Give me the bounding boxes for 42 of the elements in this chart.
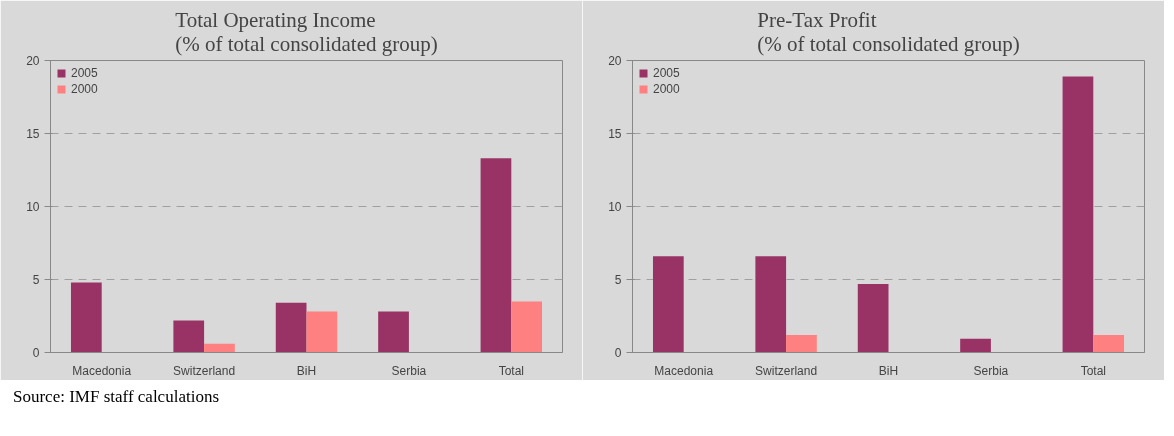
x-tick-label: Total bbox=[1080, 363, 1106, 378]
x-tick-label: Serbia bbox=[973, 363, 1009, 378]
x-tick-label: Serbia bbox=[391, 363, 427, 378]
bar bbox=[755, 256, 787, 353]
legend-label: 2000 bbox=[71, 82, 98, 96]
chart-title: Pre-Tax Profit (% of total consolidated group) bbox=[757, 7, 1020, 56]
x-tick-label: Switzerland bbox=[173, 363, 236, 378]
y-tick-label: 10 bbox=[608, 200, 622, 214]
x-tick-label: BiH bbox=[296, 363, 317, 378]
bar bbox=[480, 158, 512, 353]
x-tick-label: Switzerland bbox=[755, 363, 818, 378]
bar bbox=[960, 338, 991, 353]
x-tick-label: Total bbox=[498, 363, 524, 378]
y-tick-label: 5 bbox=[32, 273, 40, 287]
legend-label: 2005 bbox=[71, 66, 98, 80]
bar bbox=[70, 282, 102, 353]
bar bbox=[1093, 334, 1125, 353]
bar bbox=[378, 311, 409, 353]
x-tick-label: Macedonia bbox=[72, 363, 132, 378]
y-tick-label: 10 bbox=[26, 200, 40, 214]
source-note: Source: IMF staff calculations bbox=[13, 386, 220, 408]
bar bbox=[652, 256, 684, 353]
y-tick-label: 15 bbox=[608, 127, 622, 141]
y-tick-label: 0 bbox=[614, 346, 622, 360]
bar bbox=[173, 320, 205, 353]
legend-label: 2005 bbox=[653, 66, 680, 80]
y-tick-label: 0 bbox=[32, 346, 40, 360]
y-tick-label: 5 bbox=[614, 273, 622, 287]
bar bbox=[204, 343, 235, 353]
y-tick-label: 20 bbox=[608, 54, 622, 68]
bar bbox=[511, 301, 543, 353]
y-tick-label: 20 bbox=[26, 54, 40, 68]
x-tick-label: Macedonia bbox=[654, 363, 714, 378]
y-tick-label: 15 bbox=[26, 127, 40, 141]
legend-label: 2000 bbox=[653, 82, 680, 96]
bar bbox=[786, 334, 817, 353]
bar bbox=[857, 283, 889, 353]
chart-title: Total Operating Income (% of total consolidated group) bbox=[175, 7, 438, 56]
bar bbox=[306, 311, 338, 353]
bar bbox=[1062, 76, 1094, 353]
x-tick-label: BiH bbox=[878, 363, 899, 378]
bar bbox=[275, 302, 307, 353]
